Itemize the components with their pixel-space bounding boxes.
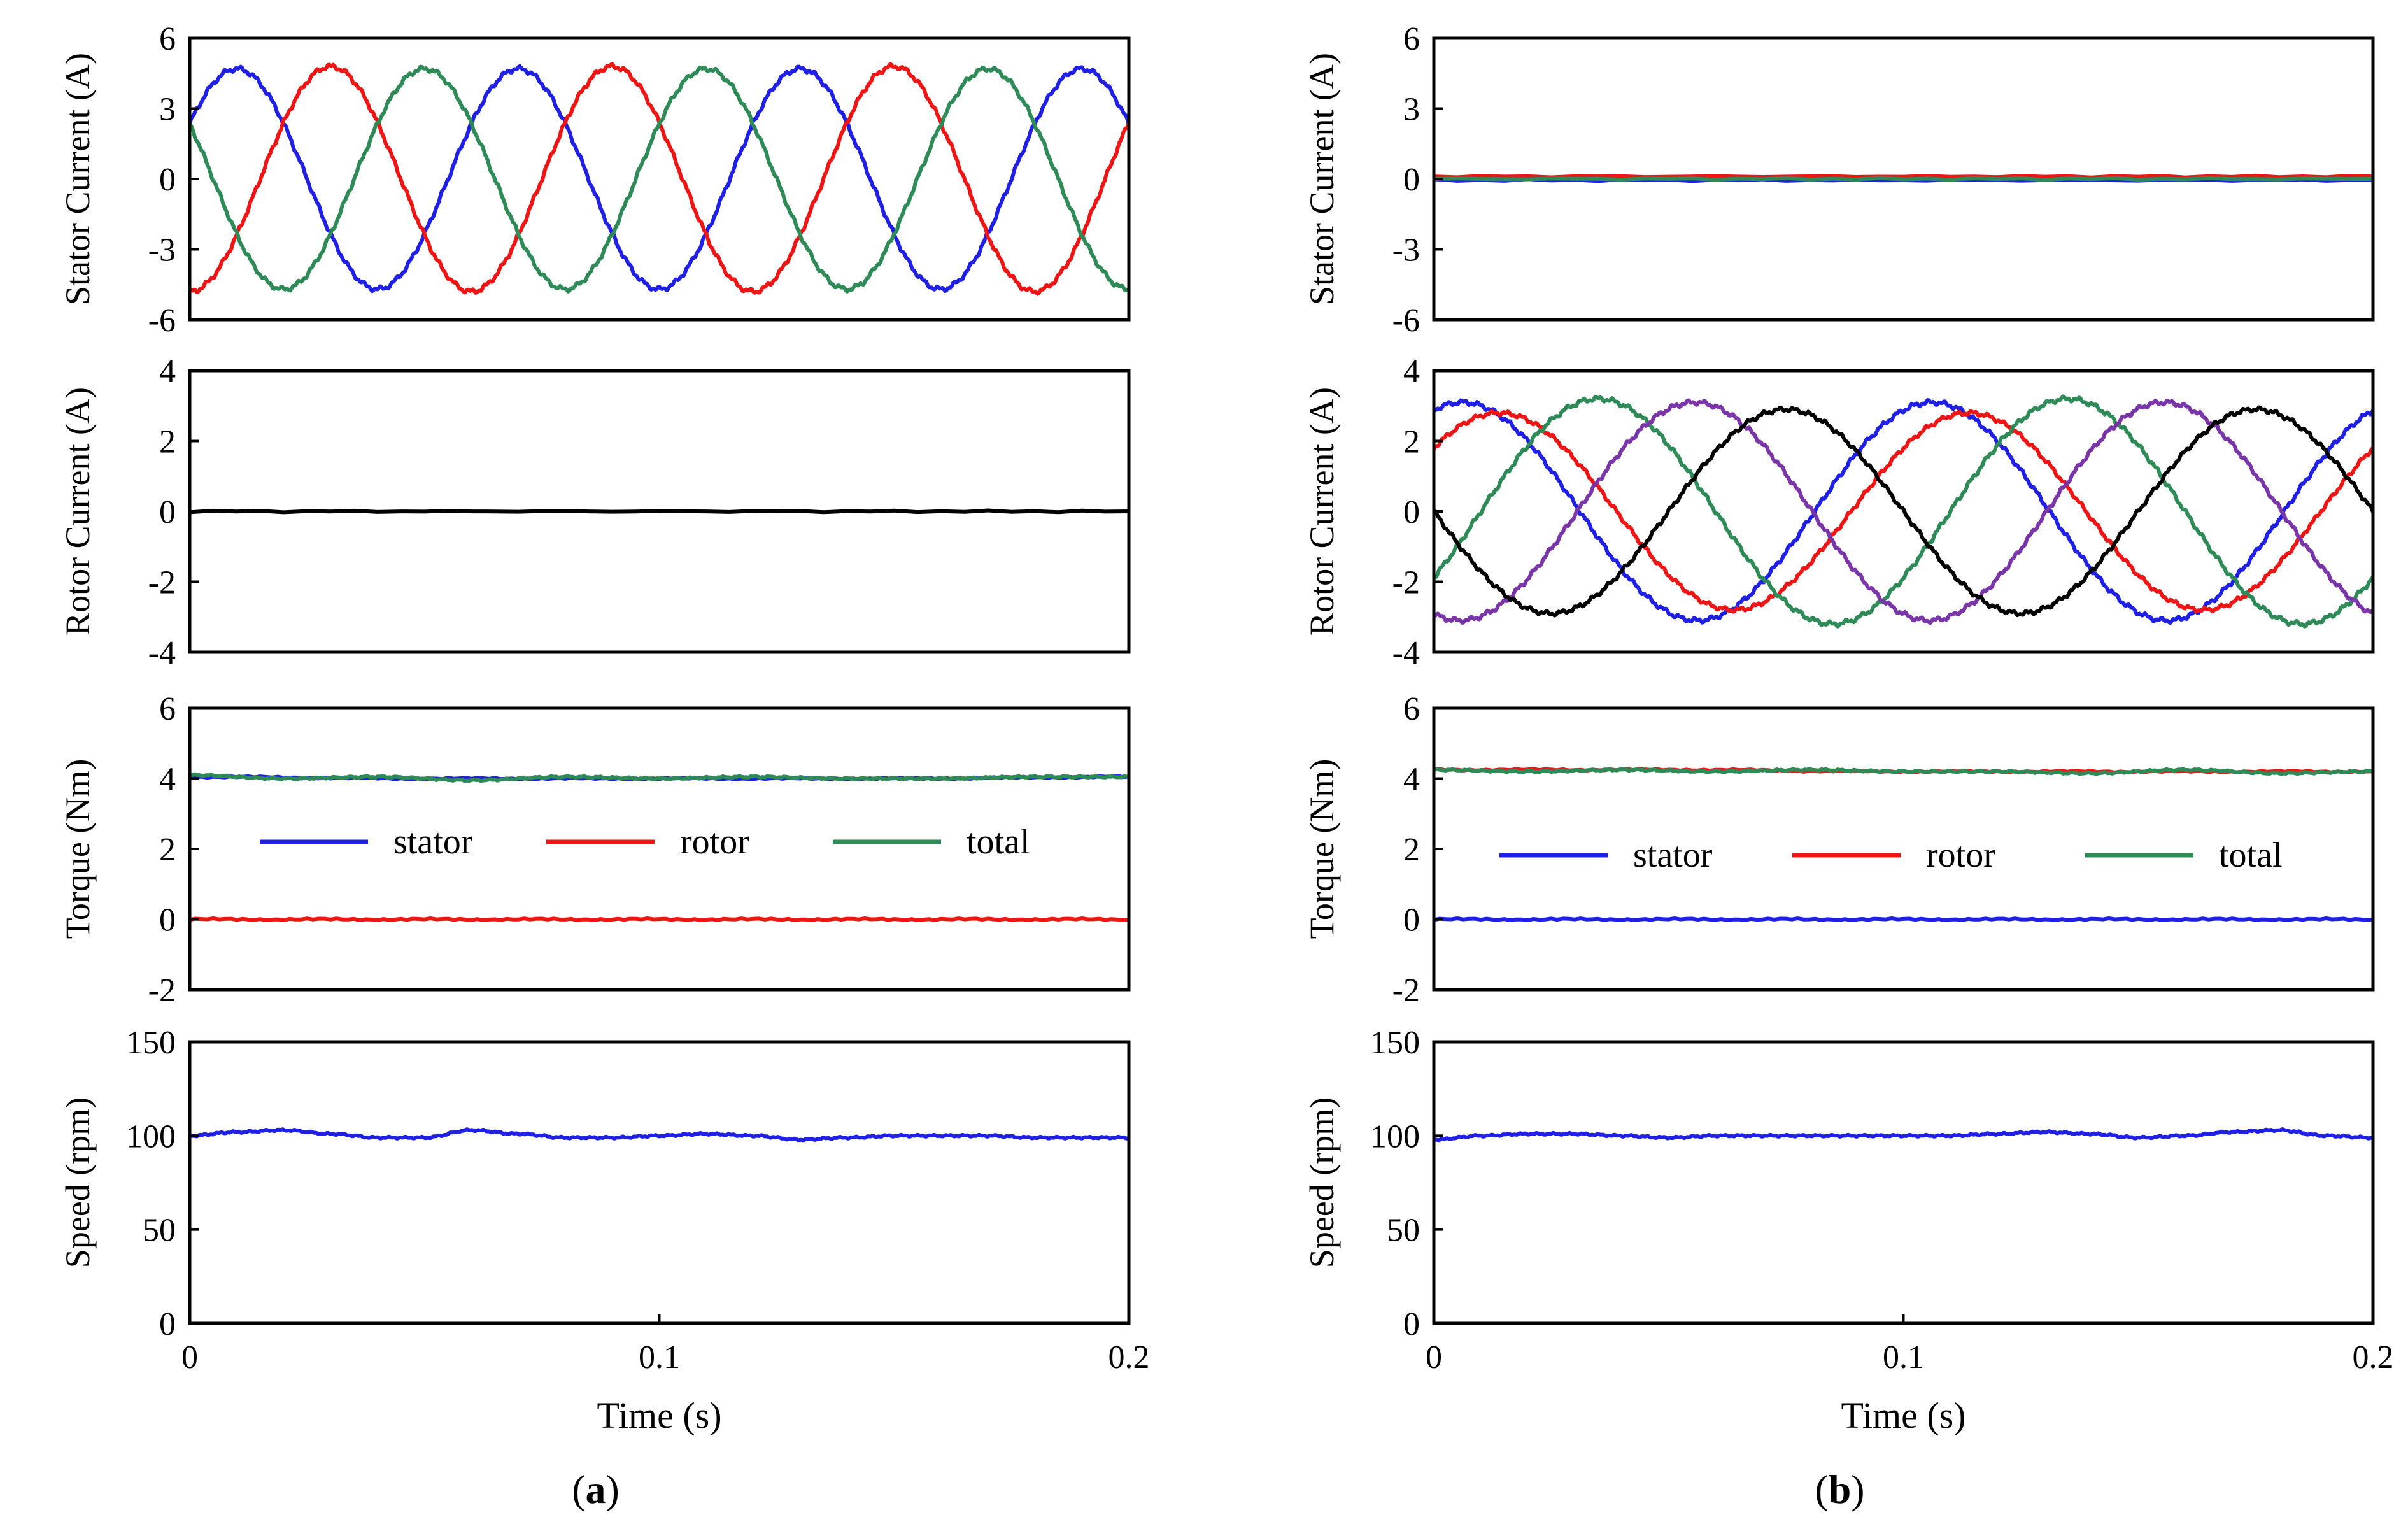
y-tick-label: -3 (148, 232, 176, 269)
y-tick-label: 0 (1403, 162, 1420, 198)
y-tick-label: 4 (159, 762, 176, 798)
x-tick-label: 0.1 (1883, 1339, 1924, 1376)
y-tick-label: 2 (159, 424, 176, 460)
y-tick-label: 50 (143, 1213, 176, 1249)
y-tick-label: 3 (1403, 92, 1420, 128)
series-rotor (190, 916, 1129, 922)
plot-frame (188, 36, 1131, 322)
series-phase-B (190, 62, 1129, 296)
y-tick-label: -4 (1392, 635, 1420, 671)
y-tick-label: -6 (148, 303, 176, 339)
series-phase-3 (1434, 394, 2373, 629)
chart-a-3: 6 4 2 0 -2 Torque (Nm) stator rotor total (59, 691, 1131, 1009)
y-tick-label: 100 (126, 1118, 176, 1155)
y-tick-label: 6 (159, 21, 176, 57)
y-tick-label: 3 (159, 92, 176, 128)
legend-label-stator: stator (393, 822, 473, 862)
y-tick-label: -3 (1392, 232, 1420, 269)
y-tick-label: 150 (126, 1025, 176, 1061)
plot-frame (188, 1040, 1131, 1325)
chart-b-4: 150 100 50 0 Speed (rpm) 0 0.1 0.2 Time (s) (1303, 1025, 2394, 1436)
series-phase-1 (1434, 398, 2373, 625)
y-tick-label: -6 (1392, 303, 1420, 339)
y-tick-label: 0 (159, 1306, 176, 1342)
legend-label-rotor: rotor (1926, 836, 1995, 875)
y-tick-label: 0 (1403, 494, 1420, 530)
series-phase-5 (1434, 405, 2373, 618)
x-tick-label: 0.2 (1108, 1339, 1150, 1376)
y-tick-label: 4 (159, 353, 176, 390)
y-tick-label: 6 (159, 691, 176, 727)
caption-b: (b) (1815, 1467, 1864, 1512)
y-axis-label: Torque (Nm) (1303, 759, 1341, 939)
caption-a: (a) (572, 1467, 620, 1512)
y-tick-label: 4 (1403, 353, 1420, 390)
series-phase-B (1434, 173, 2373, 180)
y-axis-label: Stator Current (A) (59, 53, 97, 305)
chart-a-4: 150 100 50 0 Speed (rpm) 0 0.1 0.2 Time (s) (59, 1025, 1150, 1436)
y-axis-label: Speed (rpm) (59, 1097, 97, 1268)
y-tick-label: 0 (1403, 902, 1420, 939)
y-tick-label: 6 (1403, 691, 1420, 727)
y-tick-label: -2 (1392, 972, 1420, 1009)
x-axis-label: Time (s) (597, 1395, 721, 1436)
y-tick-label: 150 (1370, 1025, 1420, 1061)
chart-b-1: 6 3 0 -3 -6 Stator Current (A) (1303, 21, 2375, 339)
y-tick-label: 0 (159, 902, 176, 939)
y-tick-label: 2 (159, 832, 176, 868)
legend-label-total: total (967, 822, 1030, 862)
chart-b-2: 4 2 0 -2 -4 Rotor Current (A) (1303, 353, 2375, 671)
series-total (1434, 767, 2373, 776)
y-axis-label: Rotor Current (A) (59, 387, 97, 636)
series-rotor-phases (190, 508, 1129, 515)
chart-a-2: 4 2 0 -2 -4 Rotor Current (A) (59, 353, 1131, 671)
series-stator (1434, 916, 2373, 922)
y-axis-label: Rotor Current (A) (1303, 387, 1341, 636)
x-tick-label: 0.2 (2353, 1339, 2394, 1376)
y-tick-label: 0 (1403, 1306, 1420, 1342)
y-tick-label: 0 (159, 494, 176, 530)
x-axis-label: Time (s) (1841, 1395, 1965, 1436)
y-tick-label: 2 (1403, 424, 1420, 460)
y-tick-label: 50 (1387, 1213, 1420, 1249)
series-phase-4 (1434, 398, 2373, 625)
y-tick-label: 6 (1403, 21, 1420, 57)
series-speed (190, 1127, 1129, 1143)
legend-label-total: total (2219, 836, 2283, 875)
x-tick-label: 0 (1426, 1339, 1442, 1376)
y-axis-label: Stator Current (A) (1303, 53, 1341, 305)
series-speed (1434, 1127, 2373, 1143)
x-tick-label: 0.1 (639, 1339, 680, 1376)
y-tick-label: -2 (1392, 565, 1420, 601)
chart-a-1: 6 3 0 -3 -6 Stator Current (A) (59, 21, 1131, 339)
series-phase-C (190, 64, 1129, 294)
series-phase-C (1434, 176, 2373, 182)
y-tick-label: -2 (148, 972, 176, 1009)
y-tick-label: -2 (148, 565, 176, 601)
x-tick-label: 0 (181, 1339, 198, 1376)
series-phase-2 (1434, 409, 2373, 614)
y-tick-label: -4 (148, 635, 176, 671)
y-axis-label: Speed (rpm) (1303, 1097, 1341, 1268)
legend-label-stator: stator (1633, 836, 1713, 875)
series-total (190, 772, 1129, 783)
legend-label-rotor: rotor (680, 822, 749, 862)
y-tick-label: 4 (1403, 762, 1420, 798)
y-axis-label: Torque (Nm) (59, 759, 97, 939)
y-tick-label: 0 (159, 162, 176, 198)
chart-b-3: 6 4 2 0 -2 Torque (Nm) stator rotor total (1303, 691, 2375, 1009)
y-tick-label: 100 (1370, 1118, 1420, 1155)
y-tick-label: 2 (1403, 832, 1420, 868)
plot-frame (1432, 1040, 2375, 1325)
series-phase-A (190, 64, 1129, 294)
